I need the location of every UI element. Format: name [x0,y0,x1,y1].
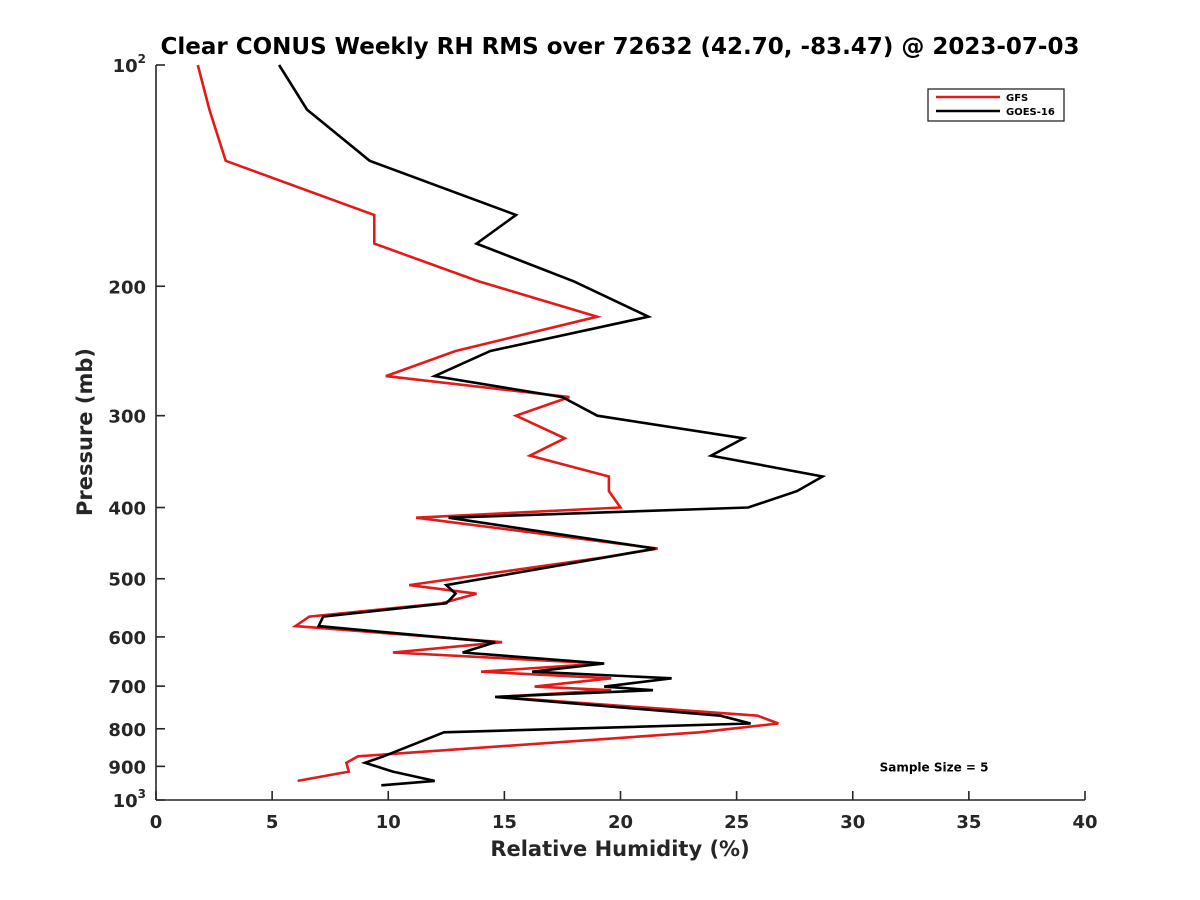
ticks-layer: 0 5 10 15 20 25 30 35 40 102 200 300 400 500 600 700 800… [108,52,1097,833]
y-tick-label: 102 [113,52,146,77]
y-tick-label: 200 [108,277,146,298]
y-tick-label: 800 [108,720,146,741]
y-axis-label: Pressure (mb) [73,348,97,516]
y-tick-label: 700 [108,677,146,698]
x-tick-label: 10 [376,812,401,833]
x-tick-label: 5 [266,812,279,833]
sample-size-annotation: Sample Size = 5 [880,760,989,774]
x-tick-label: 15 [492,812,517,833]
y-tick-label: 600 [108,628,146,649]
legend-box [927,88,1065,122]
chart-title: Clear CONUS Weekly RH RMS over 72632 (42… [161,34,1080,60]
x-tick-label: 25 [724,812,749,833]
legend-label: GOES-16 [1006,107,1055,118]
x-tick-label: 30 [840,812,865,833]
legend-label: GFS [1006,93,1028,104]
x-tick-label: 0 [150,812,163,833]
series-line-goes-16 [277,64,827,787]
y-tick-label: 900 [108,757,146,778]
y-tick-label: 300 [108,407,146,428]
annotation-layer: Sample Size = 5 [880,760,989,774]
x-tick-label: 35 [956,812,981,833]
series-layer [196,64,827,787]
series-line-gfs [196,64,779,783]
y-tick-label: 400 [108,499,146,520]
plot-area [156,65,1085,800]
x-tick-label: 40 [1072,812,1097,833]
y-tick-label: 103 [113,787,146,812]
legend: GFS GOES-16 [927,88,1065,122]
y-tick-label: 500 [108,570,146,591]
x-tick-label: 20 [608,812,633,833]
x-axis-label: Relative Humidity (%) [490,837,749,861]
